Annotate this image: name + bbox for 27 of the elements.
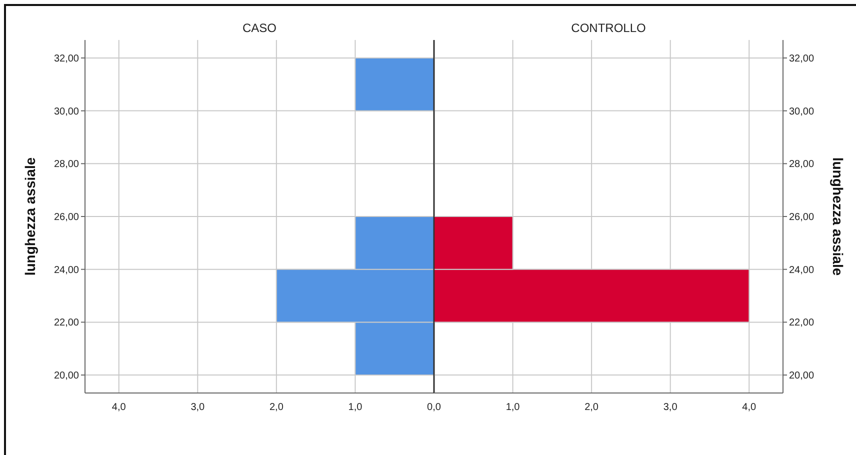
x-tick-label: 3,0 — [190, 402, 206, 413]
y-axis-title: lunghezza assiale — [830, 157, 846, 276]
y-tick-label: 32,00 — [54, 53, 80, 64]
x-tick-label: 0,0 — [427, 402, 442, 413]
y-tick-label: 20,00 — [789, 370, 814, 382]
y-axis-title: lunghezza assiale — [22, 157, 38, 276]
y-tick-label: 20,00 — [54, 370, 80, 382]
y-tick-label: 28,00 — [54, 159, 80, 170]
y-tick-label: 22,00 — [789, 318, 814, 329]
y-tick-label: 26,00 — [789, 212, 814, 223]
y-tick-label: 22,00 — [54, 318, 80, 329]
y-tick-label: 32,00 — [789, 53, 814, 64]
y-tick-label: 24,00 — [54, 264, 80, 276]
y-tick-label: 30,00 — [789, 106, 814, 118]
y-tick-label: 24,00 — [789, 264, 814, 276]
x-tick-label: 4,0 — [742, 402, 757, 413]
x-tick-label: 1,0 — [506, 402, 520, 413]
x-tick-label: 3,0 — [663, 402, 678, 413]
y-tick-label: 28,00 — [789, 159, 814, 170]
chart-title: CONTROLLO — [571, 21, 646, 35]
chart-title: CASO — [242, 21, 277, 35]
y-tick-label: 30,00 — [54, 106, 80, 118]
x-tick-label: 2,0 — [584, 402, 599, 413]
x-tick-label: 4,0 — [112, 402, 126, 413]
y-tick-label: 26,00 — [54, 212, 80, 223]
x-tick-label: 2,0 — [269, 402, 284, 413]
x-tick-label: 1,0 — [348, 402, 363, 413]
